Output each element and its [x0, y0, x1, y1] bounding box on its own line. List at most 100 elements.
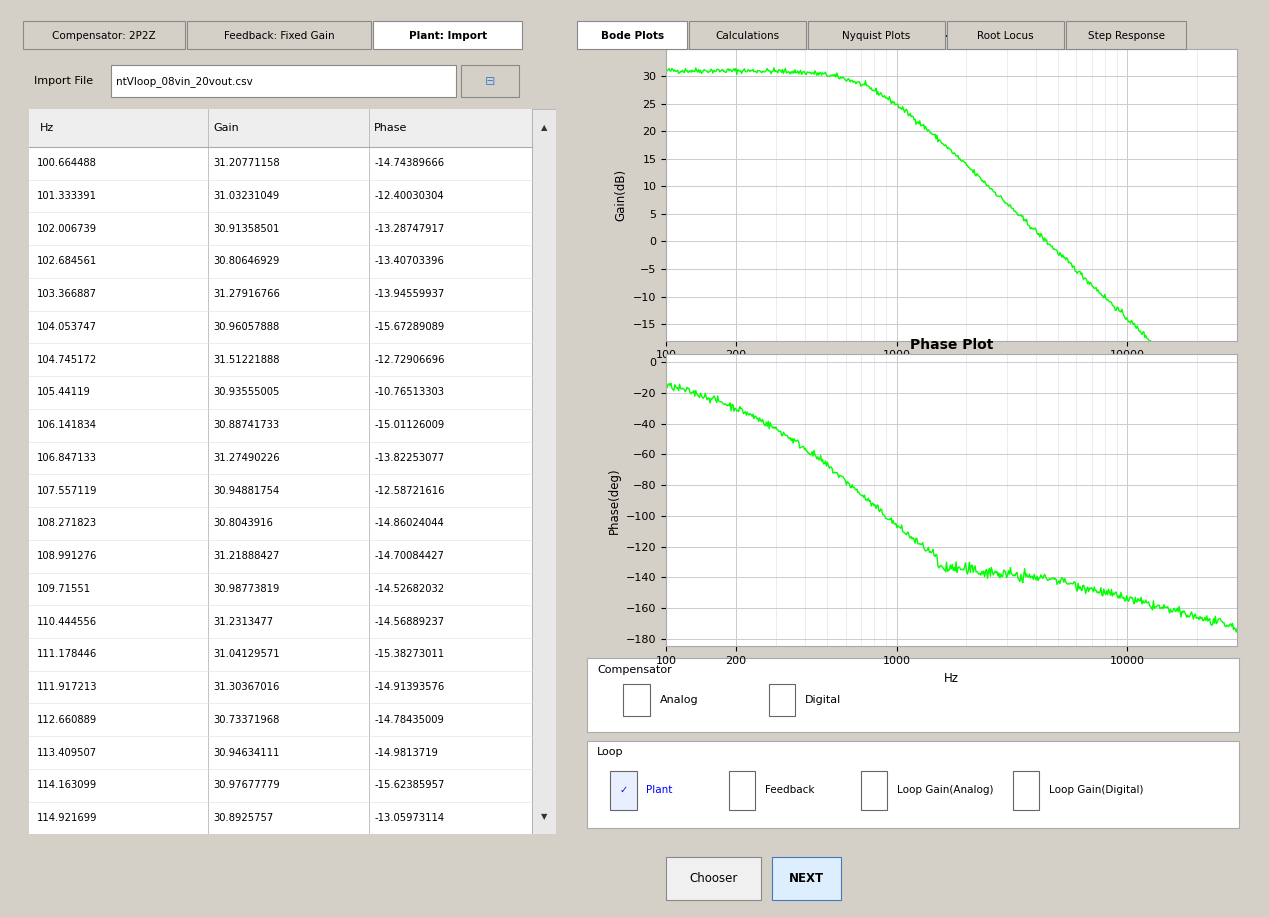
Text: ✓: ✓: [619, 786, 627, 795]
Text: -15.01126009: -15.01126009: [374, 420, 444, 430]
Text: Gain: Gain: [213, 123, 240, 133]
Text: 101.333391: 101.333391: [37, 191, 98, 201]
Text: -15.38273011: -15.38273011: [374, 649, 444, 659]
FancyBboxPatch shape: [110, 65, 456, 97]
Bar: [29, 409, 532, 442]
Text: -14.86024044: -14.86024044: [374, 518, 444, 528]
Text: Feedback: Feedback: [765, 786, 815, 795]
FancyBboxPatch shape: [772, 857, 841, 900]
Text: 31.03231049: 31.03231049: [213, 191, 279, 201]
Text: Chooser: Chooser: [689, 871, 739, 885]
Text: ⊟: ⊟: [485, 74, 495, 88]
Text: 30.97677779: 30.97677779: [213, 780, 280, 790]
FancyBboxPatch shape: [623, 684, 650, 716]
Text: -12.40030304: -12.40030304: [374, 191, 444, 201]
Bar: [29, 670, 532, 703]
FancyBboxPatch shape: [461, 65, 519, 97]
FancyBboxPatch shape: [588, 658, 1239, 732]
Bar: [29, 736, 532, 769]
Text: 31.04129571: 31.04129571: [213, 649, 280, 659]
Text: Hz: Hz: [39, 123, 55, 133]
Bar: [29, 769, 532, 801]
Text: 31.27916766: 31.27916766: [213, 289, 280, 299]
Text: 106.847133: 106.847133: [37, 453, 98, 463]
Text: -13.94559937: -13.94559937: [374, 289, 444, 299]
X-axis label: Hz: Hz: [944, 366, 959, 379]
Text: -14.91393576: -14.91393576: [374, 682, 444, 692]
Text: 31.27490226: 31.27490226: [213, 453, 280, 463]
Title: Gain Plot: Gain Plot: [916, 32, 987, 46]
Text: 112.660889: 112.660889: [37, 715, 98, 724]
Text: 113.409507: 113.409507: [37, 747, 98, 757]
Text: 108.271823: 108.271823: [37, 518, 98, 528]
Text: 100.664488: 100.664488: [37, 159, 96, 168]
Text: 30.8925757: 30.8925757: [213, 813, 274, 823]
Text: -14.9813719: -14.9813719: [374, 747, 438, 757]
FancyBboxPatch shape: [1013, 771, 1039, 810]
Text: Loop Gain(Digital): Loop Gain(Digital): [1049, 786, 1143, 795]
Bar: [29, 442, 532, 474]
FancyBboxPatch shape: [610, 771, 637, 810]
Text: 31.21888427: 31.21888427: [213, 551, 280, 561]
Text: Bode Plots: Bode Plots: [600, 31, 664, 41]
Text: Step Response: Step Response: [1088, 31, 1165, 41]
Bar: [532, 109, 556, 834]
Y-axis label: Gain(dB): Gain(dB): [614, 169, 628, 221]
Text: Nyquist Plots: Nyquist Plots: [843, 31, 911, 41]
Text: 107.557119: 107.557119: [37, 486, 98, 496]
Bar: [29, 507, 532, 540]
Text: 31.30367016: 31.30367016: [213, 682, 280, 692]
Text: 31.20771158: 31.20771158: [213, 159, 280, 168]
Text: -12.58721616: -12.58721616: [374, 486, 444, 496]
FancyBboxPatch shape: [728, 771, 755, 810]
Text: Calculations: Calculations: [716, 31, 779, 41]
Text: 102.006739: 102.006739: [37, 224, 98, 234]
Y-axis label: Phase(deg): Phase(deg): [608, 467, 621, 534]
Text: -14.74389666: -14.74389666: [374, 159, 444, 168]
Bar: [29, 474, 532, 507]
FancyBboxPatch shape: [666, 857, 761, 900]
FancyBboxPatch shape: [860, 771, 887, 810]
Text: 30.93555005: 30.93555005: [213, 387, 280, 397]
Bar: [29, 376, 532, 409]
Text: 111.917213: 111.917213: [37, 682, 98, 692]
Text: 105.44119: 105.44119: [37, 387, 91, 397]
Text: 30.80646929: 30.80646929: [213, 257, 280, 267]
Text: 114.921699: 114.921699: [37, 813, 98, 823]
Bar: [29, 245, 532, 278]
Text: ▲: ▲: [541, 123, 547, 132]
Bar: [29, 572, 532, 605]
Text: Root Locus: Root Locus: [977, 31, 1034, 41]
Text: 104.053747: 104.053747: [37, 322, 98, 332]
Bar: [29, 638, 532, 670]
Text: 30.94634111: 30.94634111: [213, 747, 280, 757]
Bar: [29, 343, 532, 376]
Text: Phase: Phase: [374, 123, 407, 133]
Title: Phase Plot: Phase Plot: [910, 337, 994, 352]
Text: Import File: Import File: [34, 76, 94, 86]
Text: -13.05973114: -13.05973114: [374, 813, 444, 823]
Text: 30.91358501: 30.91358501: [213, 224, 280, 234]
Text: Analog: Analog: [660, 695, 698, 705]
FancyBboxPatch shape: [29, 109, 532, 834]
Bar: [29, 311, 532, 343]
Text: Compensator: Compensator: [596, 665, 671, 675]
Text: ntVloop_08vin_20vout.csv: ntVloop_08vin_20vout.csv: [115, 76, 253, 86]
FancyBboxPatch shape: [588, 741, 1239, 828]
Text: 108.991276: 108.991276: [37, 551, 98, 561]
Text: 30.96057888: 30.96057888: [213, 322, 279, 332]
Text: 30.73371968: 30.73371968: [213, 715, 280, 724]
Text: -13.40703396: -13.40703396: [374, 257, 444, 267]
Bar: [29, 213, 532, 245]
Bar: [29, 147, 532, 180]
Text: -14.78435009: -14.78435009: [374, 715, 444, 724]
Text: Compensator: 2P2Z: Compensator: 2P2Z: [52, 31, 156, 41]
Text: -14.52682032: -14.52682032: [374, 584, 444, 594]
Bar: [29, 540, 532, 572]
Text: 30.8043916: 30.8043916: [213, 518, 273, 528]
Text: 109.71551: 109.71551: [37, 584, 91, 594]
Text: -14.70084427: -14.70084427: [374, 551, 444, 561]
Text: Plant: Import: Plant: Import: [409, 31, 487, 41]
Text: Plant: Plant: [646, 786, 673, 795]
Bar: [29, 605, 532, 638]
